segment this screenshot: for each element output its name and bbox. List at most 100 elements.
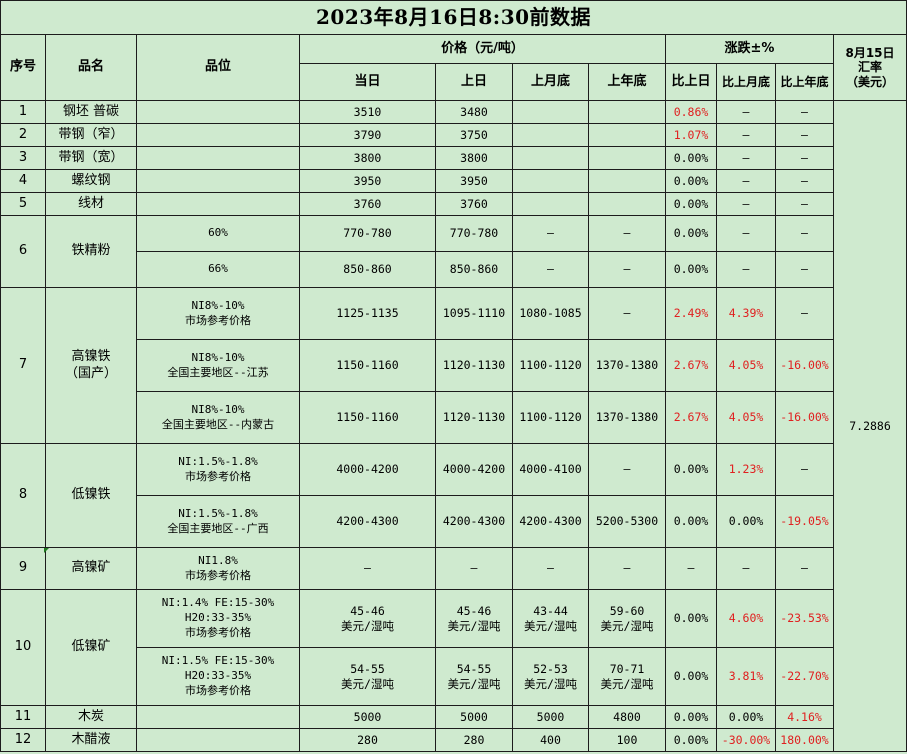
price-prev-year-end: – [588, 287, 666, 340]
change-vs-month-end: – [716, 192, 776, 216]
row-product-name: 木炭 [45, 705, 137, 729]
price-prev-year-end: 1370-1380 [588, 339, 666, 392]
row-grade: 60% [136, 215, 300, 252]
table-row: 66% 850-860 850-860– –0.00% – – [1, 251, 907, 288]
change-vs-prev-day: 0.00% [665, 215, 717, 252]
change-vs-year-end: -19.05% [775, 495, 834, 548]
row-grade [136, 146, 300, 170]
row-grade: NI:1.4% FE:15-30% H20:33-35% 市场参考价格 [136, 589, 300, 648]
price-prev-year-end [588, 169, 666, 193]
header-change-group: 涨跌±% [665, 34, 834, 64]
row-seq: 8 [0, 443, 46, 548]
row-seq: 1 [0, 100, 46, 124]
price-prev-year-end: – [588, 443, 666, 496]
price-prev-day: 1095-1110 [435, 287, 513, 340]
change-vs-month-end: 4.39% [716, 287, 776, 340]
price-prev-month-end [512, 123, 589, 147]
price-today: – [299, 547, 436, 590]
change-vs-prev-day: 1.07% [665, 123, 717, 147]
change-vs-prev-day: 0.86% [665, 100, 717, 124]
change-vs-month-end: 3.81% [716, 647, 776, 706]
change-vs-prev-day: 0.00% [665, 728, 717, 752]
row-product-name: 带钢（窄） [45, 123, 137, 147]
price-prev-month-end: 4000-4100 [512, 443, 589, 496]
row-seq: 2 [0, 123, 46, 147]
price-today: 1150-1160 [299, 339, 436, 392]
change-vs-year-end: – [775, 287, 834, 340]
change-vs-month-end: 1.23% [716, 443, 776, 496]
price-prev-year-end: 5200-5300 [588, 495, 666, 548]
header-price-group: 价格（元/吨） [299, 34, 666, 64]
price-today: 3800 [299, 146, 436, 170]
change-vs-year-end: – [775, 215, 834, 252]
price-prev-year-end [588, 100, 666, 124]
row-grade [136, 123, 300, 147]
change-vs-year-end: – [775, 547, 834, 590]
price-prev-year-end [588, 192, 666, 216]
row-seq: 4 [0, 169, 46, 193]
fx-rate-value: 7.2886 [832, 100, 907, 752]
row-product-name: 高镍铁 （国产） [45, 287, 137, 444]
row-product-name: 低镍矿 [45, 589, 137, 706]
change-vs-year-end: -16.00% [775, 391, 834, 444]
change-vs-year-end: – [775, 251, 834, 288]
change-vs-prev-day: 0.00% [665, 495, 717, 548]
row-seq: 5 [0, 192, 46, 216]
change-vs-prev-day: 2.67% [665, 339, 717, 392]
row-grade: NI:1.5% FE:15-30% H20:33-35% 市场参考价格 [136, 647, 300, 706]
table-row: 11 木炭 5000 5000 5000 4800 0.00% 0.00% 4.16% [0, 705, 907, 729]
price-prev-day: 3950 [435, 169, 513, 193]
row-seq: 7 [0, 287, 46, 444]
header-prev-year-end: 上年底 [588, 63, 666, 101]
price-prev-month-end: 1100-1120 [512, 339, 589, 392]
price-prev-day: 5000 [435, 705, 513, 729]
header-fx-line3: （美元） [846, 74, 895, 89]
table-row: 5 线材 3760 3760 0.00% – – [0, 192, 907, 216]
price-prev-day: 3750 [435, 123, 513, 147]
header-fx-line2: 汇率 [858, 60, 883, 75]
row-seq: 9 [0, 547, 46, 590]
row-product-name: 高镍矿 [45, 547, 137, 590]
row-grade: NI:1.5%-1.8% 市场参考价格 [136, 443, 300, 496]
change-vs-year-end: 180.00% [775, 728, 834, 752]
table-row: NI:1.5% FE:15-30% H20:33-35% 市场参考价格 54-55… [1, 647, 907, 706]
header-grade: 品位 [136, 34, 300, 101]
table-row: 9 高镍矿 NI1.8% 市场参考价格 – – – – – – – [0, 547, 907, 590]
table-row: NI8%-10% 全国主要地区--江苏 1150-1160 1120-1130 110… [1, 339, 907, 392]
price-today: 5000 [299, 705, 436, 729]
change-vs-year-end: – [775, 146, 834, 170]
change-vs-month-end: – [716, 547, 776, 590]
table-row: 6 铁精粉 60% 770-780 770-780– –0.00% – – [0, 215, 907, 288]
row-grade: NI1.8% 市场参考价格 [136, 547, 300, 590]
table-row: 7 高镍铁 （国产） NI8%-10% 市场参考价格 1125-1135 1095-11… [0, 287, 907, 444]
change-vs-month-end: – [716, 123, 776, 147]
change-vs-year-end: – [775, 100, 834, 124]
row-seq: 12 [0, 728, 46, 752]
row-grade: 66% [136, 251, 300, 288]
price-prev-day: 280 [435, 728, 513, 752]
price-prev-day: 1120-1130 [435, 339, 513, 392]
price-prev-year-end: – [588, 215, 666, 252]
price-today: 45-46 美元/湿吨 [299, 589, 436, 648]
price-prev-month-end [512, 169, 589, 193]
change-vs-year-end: -23.53% [775, 589, 834, 648]
change-vs-prev-day: 0.00% [665, 169, 717, 193]
change-vs-year-end: – [775, 192, 834, 216]
row-grade: NI:1.5%-1.8% 全国主要地区--广西 [136, 495, 300, 548]
price-prev-day: 1120-1130 [435, 391, 513, 444]
change-vs-prev-day: 0.00% [665, 146, 717, 170]
change-vs-month-end: 0.00% [716, 705, 776, 729]
row-product-name: 螺纹钢 [45, 169, 137, 193]
change-vs-year-end: – [775, 443, 834, 496]
change-vs-month-end: – [716, 251, 776, 288]
price-prev-year-end: – [588, 251, 666, 288]
change-vs-year-end: -16.00% [775, 339, 834, 392]
price-prev-month-end: 1100-1120 [512, 391, 589, 444]
price-today: 54-55 美元/湿吨 [299, 647, 436, 706]
change-vs-prev-day: 2.49% [665, 287, 717, 340]
price-prev-month-end: – [512, 251, 589, 288]
price-prev-day: 3760 [435, 192, 513, 216]
price-today: 1125-1135 [299, 287, 436, 340]
row-grade [136, 169, 300, 193]
row-grade [136, 100, 300, 124]
